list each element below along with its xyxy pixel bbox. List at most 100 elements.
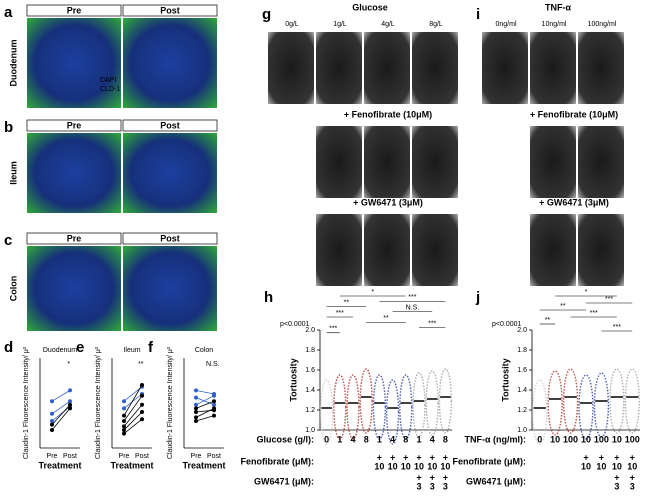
row-value: 8 (443, 434, 448, 444)
distribution (593, 372, 610, 438)
pair-line (123, 404, 143, 427)
point (122, 413, 126, 418)
column-header-box (26, 119, 122, 132)
y-tick-label: 1.0 (517, 427, 527, 434)
row-value: + (614, 472, 619, 482)
row-value: + (390, 452, 395, 462)
pair-line (195, 395, 215, 406)
y-tick-label: 1.8 (305, 347, 315, 354)
point (140, 393, 144, 398)
row-value: 100 (594, 434, 609, 444)
chart-title: Colon (195, 347, 213, 354)
point (194, 406, 198, 411)
point (212, 413, 216, 418)
y-tick-label: 1.4 (517, 387, 527, 394)
x-tick-label: Post (207, 453, 221, 460)
y-tick-label: 1.2 (517, 407, 527, 414)
y-tick-label: 1.0 (305, 427, 315, 434)
row-value: 10 (612, 461, 622, 471)
row-value: + (443, 452, 448, 462)
column-header: Pre (67, 233, 82, 243)
row-value: + (416, 452, 421, 462)
panel-label: a (4, 4, 13, 21)
significance: * (67, 361, 70, 368)
row-label: + GW6471 (3μM) (353, 197, 423, 207)
distribution (438, 368, 453, 434)
x-tick-label: Pre (119, 453, 130, 460)
row-value: 10 (612, 434, 622, 444)
significance: ** (383, 315, 389, 322)
row-value: 1 (416, 434, 421, 444)
row-label: Duodenum (8, 40, 18, 87)
distribution (562, 368, 579, 434)
row-value: 10 (374, 461, 384, 471)
point (122, 419, 126, 423)
row-value: + (377, 452, 382, 462)
point (140, 383, 144, 387)
point (212, 402, 216, 407)
panel-label: f (148, 339, 154, 356)
distribution (399, 374, 413, 440)
column-label: 0ng/ml (495, 21, 516, 28)
point (122, 428, 126, 432)
row-label: Ileum (8, 161, 18, 185)
chart-title: Ileum (123, 347, 140, 354)
row-label: Colon (8, 276, 18, 302)
significance: *** (613, 324, 621, 331)
column-header: Pre (67, 5, 82, 15)
point (68, 406, 72, 411)
panel-label: e (76, 339, 84, 356)
column-label: 4g/L (381, 21, 395, 28)
point (68, 402, 72, 407)
row-label: Fenofibrate (μM): (453, 456, 527, 466)
point (194, 395, 198, 400)
row-value: 4 (430, 434, 435, 444)
micrograph (530, 32, 576, 104)
row-value: 0 (324, 434, 329, 444)
point (140, 417, 144, 422)
micrograph (482, 32, 528, 104)
column-label: 10ng/ml (542, 21, 567, 28)
significance: N.S. (206, 361, 220, 368)
significance: N.S. (406, 305, 420, 312)
point (50, 428, 54, 432)
row-value: + (416, 472, 421, 482)
panel-label: b (4, 119, 13, 136)
column-header-box (122, 4, 218, 17)
row-label: TNF-α (ng/ml): (464, 434, 526, 444)
x-axis-label: Treatment (182, 460, 225, 470)
chart-title: Duodenum (43, 347, 77, 354)
row-value: 10 (550, 434, 560, 444)
significance: *** (408, 294, 416, 301)
row-value: + (403, 452, 408, 462)
micrograph (316, 214, 362, 286)
significance: *** (605, 296, 613, 303)
y-tick-label: 2.0 (517, 327, 527, 334)
row-value: + (599, 452, 604, 462)
row-label: + GW6471 (3μM) (539, 197, 609, 207)
point (122, 431, 126, 436)
pair-line (195, 409, 215, 413)
column-header-box (122, 119, 218, 132)
row-value: + (630, 472, 635, 482)
point (122, 406, 126, 411)
distribution (346, 374, 360, 440)
panel-title: TNF-α (545, 2, 571, 12)
row-value: 3 (430, 481, 435, 491)
row-value: 10 (440, 461, 450, 471)
distribution (547, 370, 563, 436)
significance: *** (428, 320, 436, 327)
row-value: 4 (350, 434, 355, 444)
row-value: + (583, 452, 588, 462)
panel-label: d (4, 339, 13, 356)
pair-line (123, 386, 143, 402)
micrograph (27, 246, 121, 331)
row-value: + (443, 472, 448, 482)
y-axis-label: Tortuosity (288, 358, 298, 401)
row-value: 10 (581, 434, 591, 444)
row-value: 10 (596, 461, 606, 471)
pair-line (123, 393, 143, 409)
distribution (319, 379, 334, 445)
column-header: Pre (67, 120, 82, 130)
row-value: 10 (414, 461, 424, 471)
